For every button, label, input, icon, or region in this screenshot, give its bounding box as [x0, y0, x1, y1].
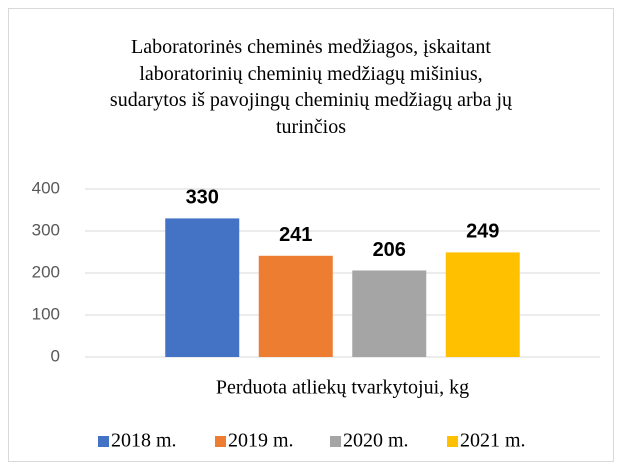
legend-label: 2018 m.	[111, 430, 177, 452]
chart-title: Laboratorinės cheminės medžiagos, įskait…	[109, 36, 513, 138]
y-tick-label: 100	[32, 304, 60, 323]
x-tick-label: Perduota atliekų tvarkytojui, kg	[216, 377, 469, 399]
chart-border	[8, 8, 614, 462]
legend-swatch	[215, 436, 226, 447]
legend-swatch	[447, 436, 458, 447]
data-label: 206	[373, 239, 406, 261]
legend-label: 2019 m.	[228, 430, 294, 452]
y-tick-label: 400	[32, 178, 60, 197]
legend-label: 2021 m.	[460, 430, 526, 452]
legend-swatch	[98, 436, 109, 447]
bar	[352, 270, 427, 357]
data-label: 241	[279, 224, 312, 246]
y-tick-label: 300	[32, 220, 60, 239]
y-tick-label: 0	[51, 346, 60, 365]
data-label: 249	[466, 221, 499, 243]
legend-swatch	[330, 436, 341, 447]
y-tick-label: 200	[32, 262, 60, 281]
bar	[445, 252, 520, 357]
bar	[165, 218, 240, 357]
bar	[258, 255, 333, 357]
legend-label: 2020 m.	[343, 430, 409, 452]
data-label: 330	[186, 187, 219, 209]
